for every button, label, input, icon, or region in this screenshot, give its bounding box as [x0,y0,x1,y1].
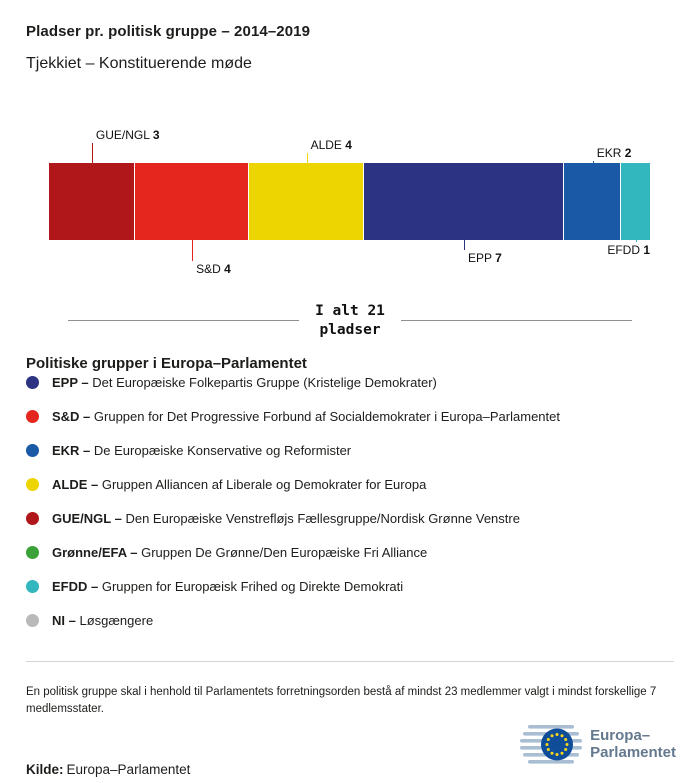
legend-item-text: Grønne/EFA – Gruppen De Grønne/Den Europ… [52,544,428,560]
legend-item-epp: EPP – Det Europæiske Folkepartis Gruppe … [26,365,676,399]
legend-color-dot [26,613,39,627]
legend-item-text: EKR – De Europæiske Konservative og Refo… [52,442,352,458]
bar-segment-alde [249,163,364,240]
callout-label-gue-ngl: GUE/NGL 3 [95,128,160,142]
legend-item-sd: S&D – Gruppen for Det Progressive Forbun… [26,399,676,433]
legend-item-ekr: EKR – De Europæiske Konservative og Refo… [26,433,676,467]
stacked-bar [49,163,650,240]
legend-color-dot [26,375,39,389]
callout-line-ekr [592,161,594,163]
source-value: Europa–Parlamentet [66,761,191,777]
legend-heading: Politiske grupper i Europa–Parlamentet [26,355,307,372]
bar-segment-efdd [621,163,650,240]
legend-color-dot [26,409,39,423]
legend-item-text: GUE/NGL – Den Europæiske Venstrefløjs Fæ… [52,510,520,526]
footnote: En politisk gruppe skal i henhold til Pa… [26,685,657,715]
bar-segment-s-d [134,163,250,240]
callout-label-alde: ALDE 4 [310,138,352,152]
legend-color-dot [26,443,39,457]
callout-label-s-d: S&D 4 [196,262,231,276]
logo-wordmark: Europa– Parlamentet [590,727,676,762]
callout-line-gue-ngl [91,143,93,163]
page-title: Pladser pr. politisk gruppe – 2014–2019 [26,23,311,41]
callout-label-ekr: EKR 2 [596,146,632,160]
legend-item-efdd: EFDD – Gruppen for Europæisk Frihed og D… [26,569,676,603]
logo-line1: Europa– [590,727,651,745]
total-seats-text: I alt 21 pladser [315,302,385,340]
seats-bar-chart: GUE/NGL 3 S&D 4 ALDE 4 EPP 7 EKR 2 EFDD 1 [49,118,650,280]
callout-line-epp [463,240,465,250]
divider-line-left [68,320,300,322]
bar-segment-ekr [564,163,622,240]
total-line1: I alt 21 [315,303,385,319]
callout-line-alde [306,153,308,163]
legend-item-text: NI – Løsgængere [52,612,154,628]
eu-parliament-logo: Europa– Parlamentet [520,724,676,766]
page-subtitle: Tjekkiet – Konstituerende møde [26,55,252,73]
callout-line-efdd [635,240,637,242]
legend-item-text: EFDD – Gruppen for Europæisk Frihed og D… [52,578,404,594]
eu-flag-icon [520,725,583,764]
source-line: Kilde: Europa–Parlamentet [26,762,190,777]
legend-item-guengl: GUE/NGL – Den Europæiske Venstrefløjs Fæ… [26,501,676,535]
bar-segment-epp [363,163,565,240]
callout-line-s-d [192,240,194,261]
source-label: Kilde: [26,761,64,777]
legend-list: EPP – Det Europæiske Folkepartis Gruppe … [26,365,676,637]
total-seats: I alt 21 pladser [68,302,632,340]
bar-segment-gue-ngl [49,163,135,240]
callout-label-efdd: EFDD 1 [607,243,650,257]
legend-item-text: ALDE – Gruppen Alliancen af Liberale og … [52,476,427,492]
legend-item-ni: NI – Løsgængere [26,603,676,637]
legend-color-dot [26,477,39,491]
legend-color-dot [26,511,39,525]
legend-item-text: S&D – Gruppen for Det Progressive Forbun… [52,408,560,424]
total-line2: pladser [319,321,381,338]
legend-item-alde: ALDE – Gruppen Alliancen af Liberale og … [26,467,676,501]
legend-item-text: EPP – Det Europæiske Folkepartis Gruppe … [52,374,437,390]
footnote-divider [26,661,674,662]
legend-color-dot [26,579,39,593]
legend-color-dot [26,545,39,559]
callout-label-epp: EPP 7 [467,251,502,265]
logo-line2: Parlamentet [590,744,676,761]
legend-item-grnneefa: Grønne/EFA – Gruppen De Grønne/Den Europ… [26,535,676,569]
divider-line-right [400,320,632,322]
